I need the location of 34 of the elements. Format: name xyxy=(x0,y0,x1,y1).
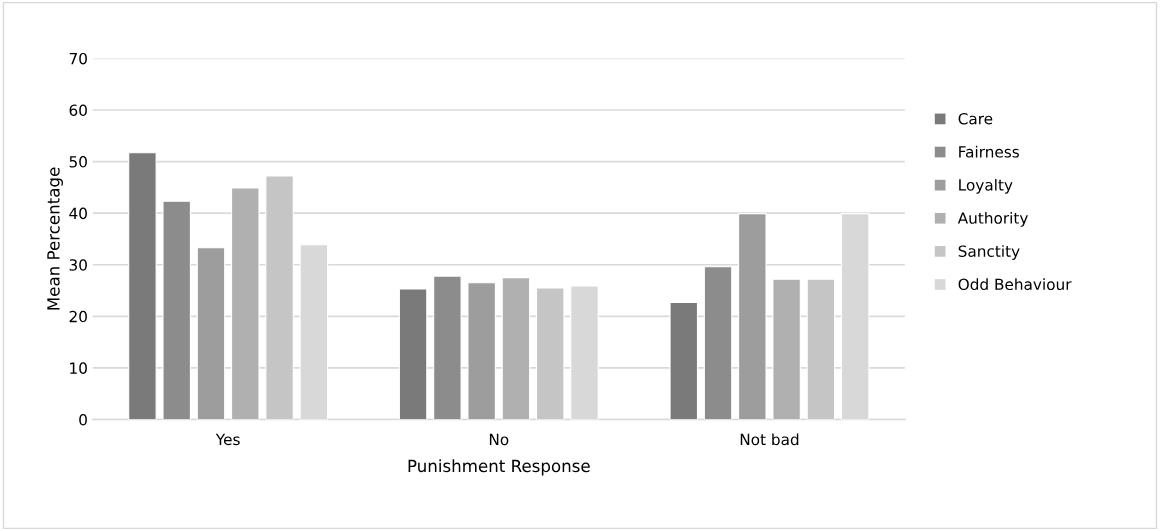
legend-label: Fairness xyxy=(959,145,1019,158)
y-tick-label: 70 xyxy=(69,52,87,65)
legend-label: Odd Behaviour xyxy=(958,278,1072,291)
y-tick-label: 10 xyxy=(70,362,87,374)
y-tick-label: 30 xyxy=(69,259,87,271)
y-tick-label: 50 xyxy=(69,156,87,168)
legend-label: Loyalty xyxy=(959,178,1013,194)
bar xyxy=(501,277,531,420)
bar xyxy=(196,247,226,420)
bar xyxy=(398,288,428,420)
bar xyxy=(265,175,294,420)
y-tick-label: 0 xyxy=(79,413,87,426)
legend-label: Care xyxy=(958,112,993,125)
bar xyxy=(535,287,565,420)
bar xyxy=(433,275,462,420)
bar xyxy=(231,187,260,420)
x-tick-label: Yes xyxy=(215,433,240,446)
x-tick-label: No xyxy=(489,433,509,446)
bar xyxy=(703,266,733,420)
x-tick-label: Not bad xyxy=(740,433,799,446)
y-tick-label: 40 xyxy=(69,207,87,220)
bar xyxy=(467,282,496,420)
y-tick-label: 60 xyxy=(69,104,87,117)
bar xyxy=(669,301,699,420)
bar xyxy=(772,278,801,420)
y-tick-label: 20 xyxy=(69,310,87,323)
bar xyxy=(128,152,157,420)
bar xyxy=(738,213,767,420)
legend-label: Sanctity xyxy=(958,245,1020,260)
x-axis-title: Punishment Response xyxy=(408,459,590,476)
bar xyxy=(806,278,836,420)
legend-label: Authority xyxy=(957,212,1028,227)
y-axis-title: Mean Percentage xyxy=(47,167,63,310)
bar xyxy=(162,200,191,420)
